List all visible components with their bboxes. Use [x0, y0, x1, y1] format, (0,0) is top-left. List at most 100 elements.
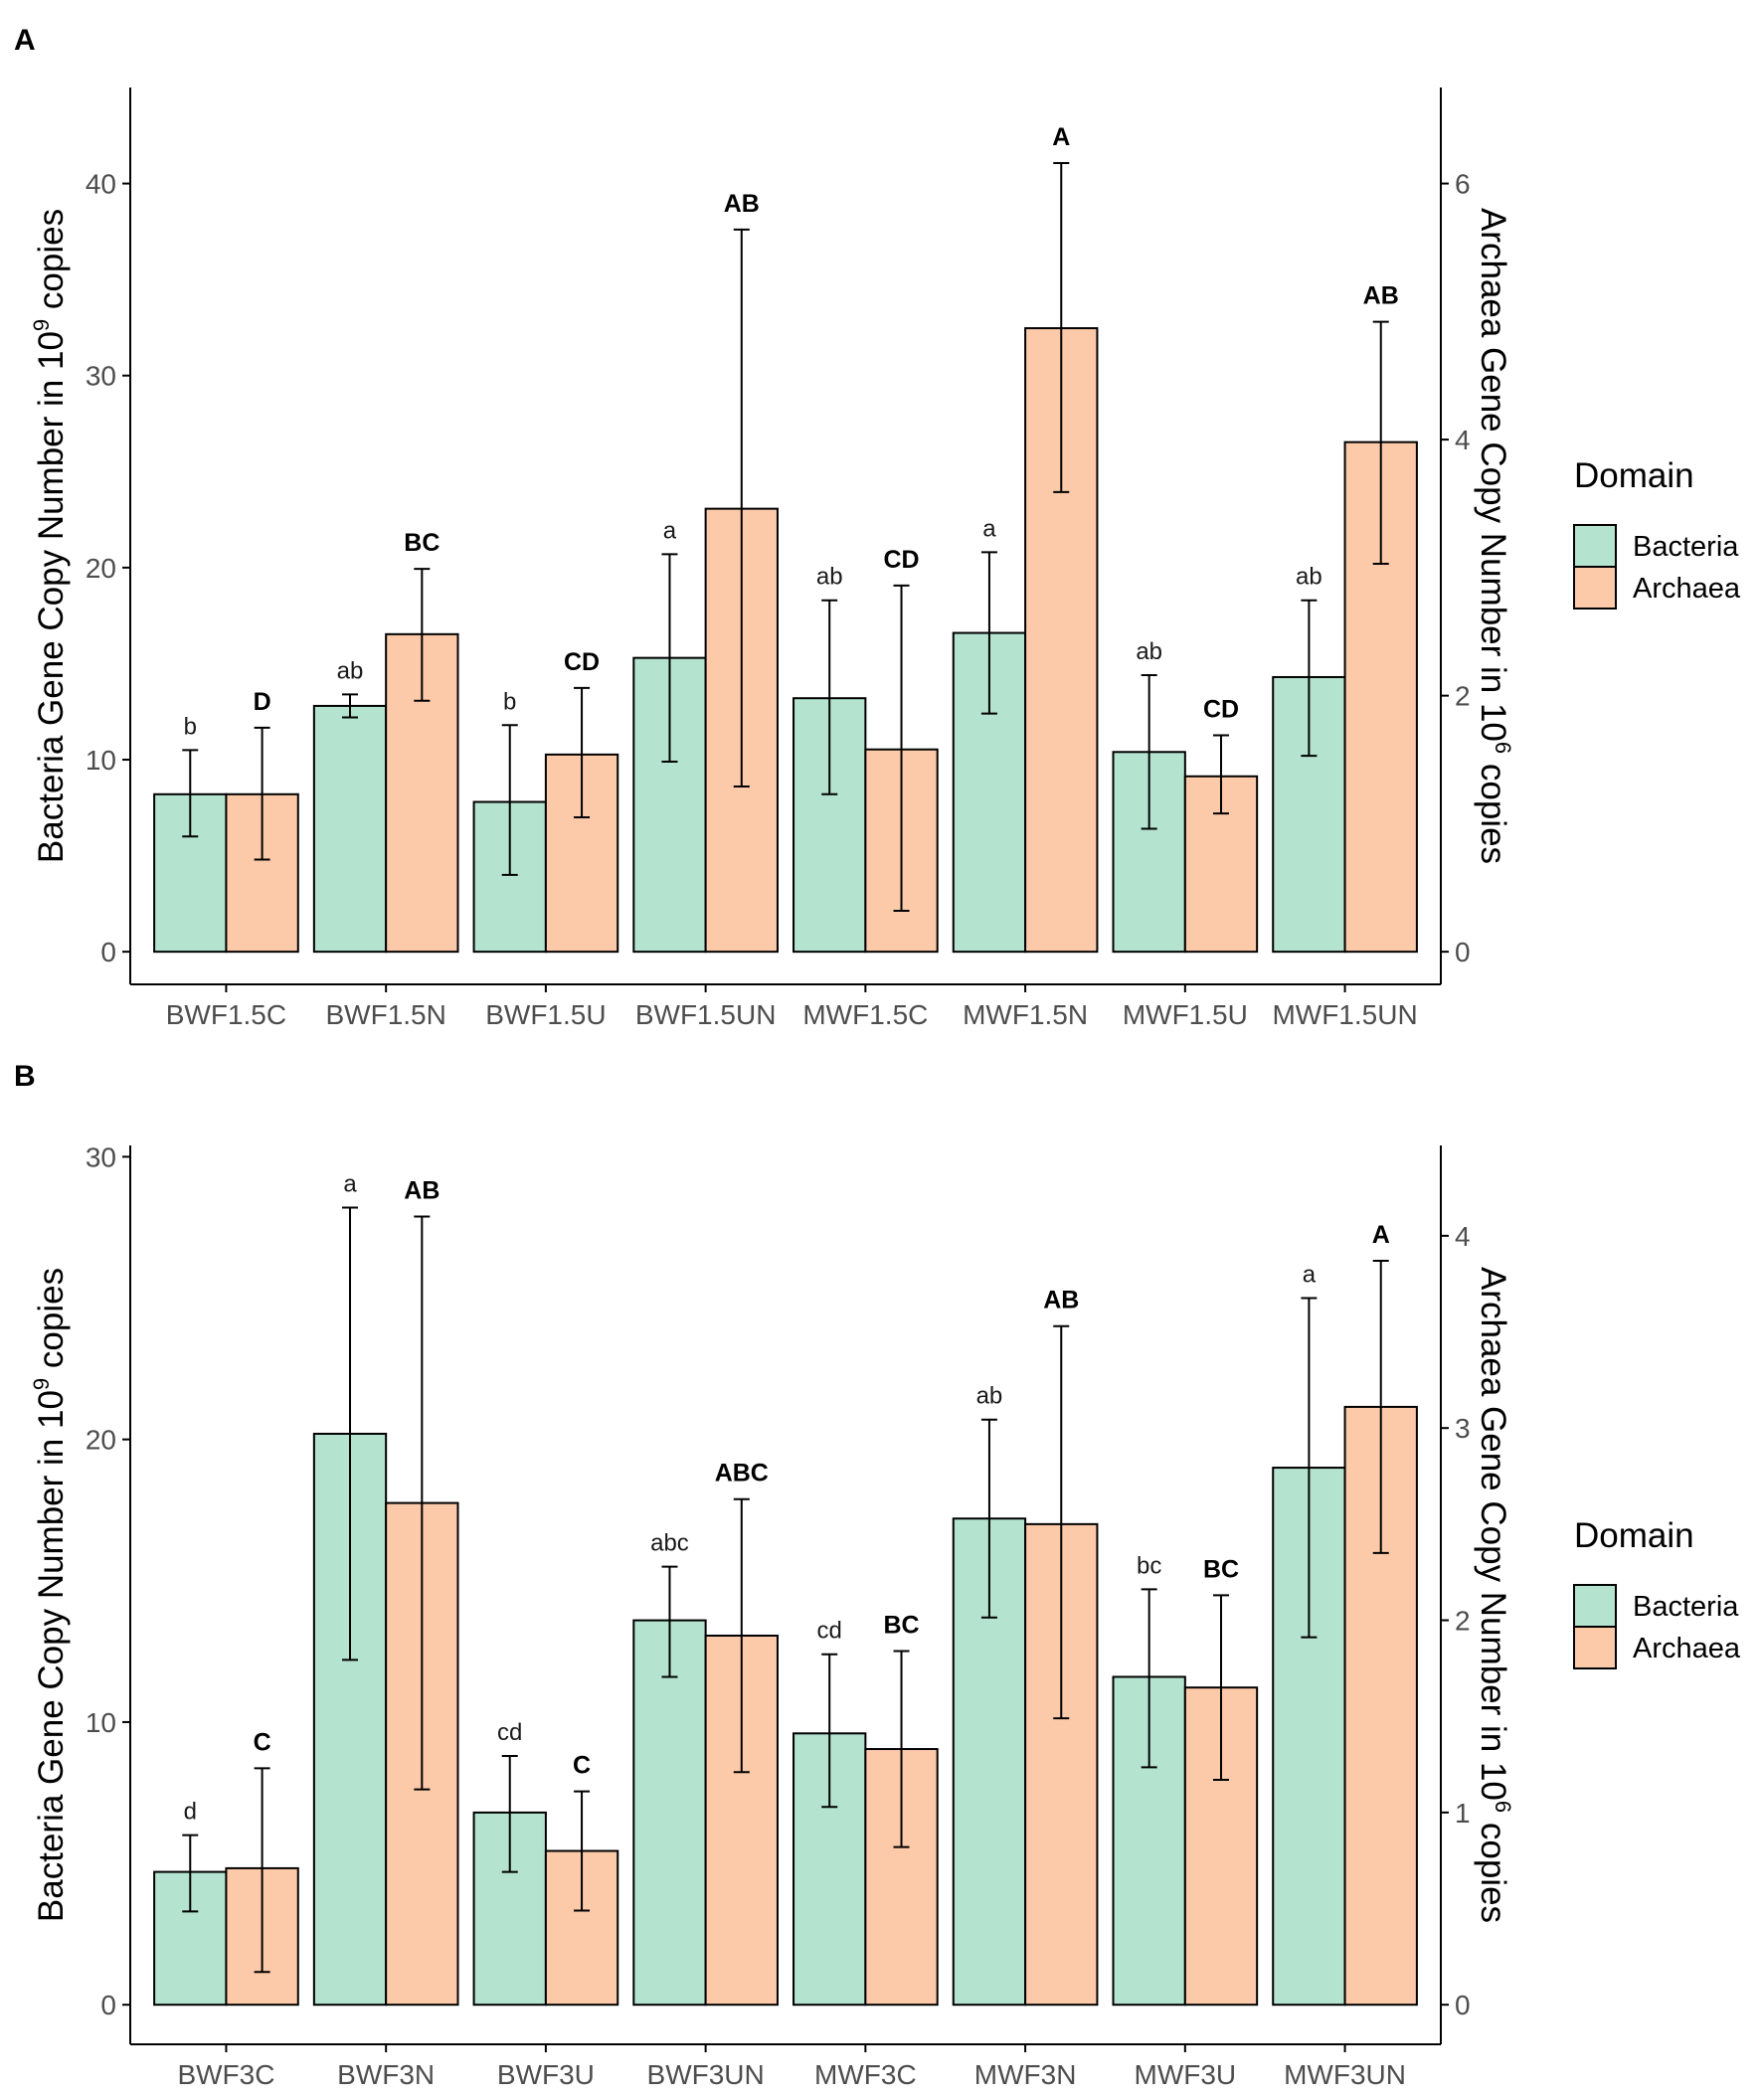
right-axis-title-tail: copies — [1474, 754, 1512, 864]
right-tick-label: 4 — [1455, 1221, 1471, 1252]
x-tick-label: MWF1.5C — [802, 999, 928, 1030]
archaea-bar — [544, 1849, 619, 2007]
x-tick-label: MWF1.5N — [963, 999, 1088, 1030]
x-tick-label: MWF1.5UN — [1272, 999, 1417, 1030]
archaea-significance-letter: C — [573, 1752, 591, 1780]
legend-title: Domain — [1574, 456, 1694, 495]
left-axis-title: Bacteria Gene Copy Number in 109 copies — [29, 1268, 71, 1922]
right-tick-label: 1 — [1455, 1798, 1471, 1829]
legend-title: Domain — [1574, 1516, 1694, 1555]
right-axis-title-tail: copies — [1474, 1813, 1512, 1923]
archaea-significance-letter: AB — [1363, 282, 1399, 310]
left-axis-title-sup: 9 — [29, 319, 54, 331]
legend-swatch-archaea — [1573, 1626, 1617, 1669]
bacteria-significance-letter: b — [184, 713, 197, 740]
x-tick-label: MWF1.5U — [1123, 999, 1248, 1030]
left-tick-label: 40 — [86, 169, 116, 200]
x-tick-label: BWF3N — [337, 2059, 435, 2090]
left-tick-label: 30 — [86, 1141, 116, 1172]
right-axis-title-base: Archaea Gene Copy Number in 10 — [1474, 1267, 1512, 1801]
archaea-significance-letter: BC — [1203, 1555, 1239, 1583]
legend-swatch-bacteria — [1573, 1584, 1617, 1628]
right-tick-label: 0 — [1455, 937, 1471, 967]
bacteria-significance-letter: a — [663, 517, 677, 544]
bacteria-significance-letter: ab — [816, 564, 843, 591]
archaea-significance-letter: ABC — [715, 1460, 769, 1488]
x-tick-label: MWF3UN — [1284, 2059, 1406, 2090]
left-axis-title-base: Bacteria Gene Copy Number in 10 — [32, 331, 71, 863]
archaea-significance-letter: AB — [724, 190, 760, 218]
bacteria-significance-letter: d — [184, 1799, 197, 1826]
left-tick-label: 20 — [86, 1425, 116, 1456]
left-axis-title: Bacteria Gene Copy Number in 109 copies — [29, 209, 71, 863]
legend-swatch-bacteria — [1573, 524, 1617, 568]
bacteria-significance-letter: b — [503, 688, 516, 715]
x-tick-label: MWF3N — [974, 2059, 1077, 2090]
archaea-significance-letter: CD — [564, 648, 600, 676]
right-tick-label: 0 — [1455, 1990, 1471, 2020]
panel-label: B — [14, 1060, 36, 1093]
legend: Domain Bacteria Archaea — [1573, 1516, 1741, 1669]
bacteria-significance-letter: a — [982, 515, 996, 542]
bacteria-significance-letter: ab — [1296, 564, 1322, 591]
right-axis-title: Archaea Gene Copy Number in 106 copies — [1474, 208, 1515, 864]
x-tick-label: BWF3U — [497, 2059, 595, 2090]
bacteria-significance-letter: ab — [337, 657, 364, 684]
right-axis-title-sup: 6 — [1491, 1801, 1515, 1813]
left-tick-label: 30 — [86, 361, 116, 392]
legend-swatch-archaea — [1573, 566, 1617, 610]
right-tick-label: 6 — [1455, 169, 1471, 200]
legend: Domain Bacteria Archaea — [1573, 456, 1741, 610]
bacteria-significance-letter: ab — [976, 1383, 1003, 1410]
legend-label-archaea: Archaea — [1633, 1633, 1741, 1664]
right-tick-label: 3 — [1455, 1413, 1471, 1444]
left-tick-label: 0 — [100, 1990, 116, 2020]
x-tick-label: MWF3C — [814, 2059, 917, 2090]
x-tick-label: BWF3UN — [647, 2059, 765, 2090]
right-axis-title-base: Archaea Gene Copy Number in 10 — [1474, 208, 1512, 742]
bacteria-significance-letter: cd — [817, 1618, 842, 1645]
legend-label-bacteria: Bacteria — [1633, 531, 1739, 563]
archaea-bar — [225, 792, 299, 954]
archaea-significance-letter: A — [1052, 123, 1070, 151]
archaea-significance-letter: C — [254, 1728, 271, 1756]
legend-label-bacteria: Bacteria — [1633, 1591, 1739, 1623]
right-axis-title-sup: 6 — [1491, 742, 1515, 754]
right-axis-title: Archaea Gene Copy Number in 106 copies — [1474, 1267, 1515, 1923]
left-axis-title-base: Bacteria Gene Copy Number in 10 — [32, 1390, 71, 1922]
archaea-significance-letter: BC — [883, 1611, 919, 1639]
right-tick-label: 4 — [1455, 425, 1471, 455]
x-tick-label: BWF1.5U — [485, 999, 606, 1030]
bacteria-significance-letter: bc — [1137, 1552, 1161, 1579]
archaea-significance-letter: CD — [1203, 696, 1239, 724]
x-tick-label: BWF3C — [177, 2059, 274, 2090]
left-axis-title-tail: copies — [32, 1268, 71, 1378]
bacteria-bar — [312, 704, 388, 954]
archaea-bar — [1024, 1522, 1099, 2007]
x-tick-label: BWF1.5UN — [635, 999, 777, 1030]
left-axis-title-sup: 9 — [29, 1378, 54, 1390]
archaea-significance-letter: A — [1372, 1221, 1390, 1249]
x-tick-label: BWF1.5N — [325, 999, 445, 1030]
left-axis-title-tail: copies — [32, 209, 71, 319]
panel-label: A — [14, 24, 36, 57]
archaea-significance-letter: D — [254, 688, 271, 716]
left-tick-label: 10 — [86, 1707, 116, 1738]
archaea-significance-letter: AB — [1043, 1287, 1079, 1314]
bacteria-significance-letter: a — [1303, 1262, 1317, 1289]
archaea-significance-letter: BC — [404, 529, 440, 557]
bacteria-significance-letter: cd — [497, 1719, 522, 1746]
archaea-significance-letter: CD — [883, 546, 919, 574]
bacteria-significance-letter: abc — [650, 1530, 689, 1557]
archaea-significance-letter: AB — [404, 1177, 440, 1205]
bacteria-significance-letter: a — [343, 1171, 357, 1198]
right-tick-label: 2 — [1455, 1606, 1471, 1637]
panel-a: A 0 10 20 30 40 0 2 4 6 Bacteria Gene Copy Number … — [14, 24, 1741, 1030]
left-tick-label: 20 — [86, 553, 116, 584]
bacteria-significance-letter: ab — [1136, 638, 1162, 665]
archaea-bar — [1024, 327, 1099, 954]
left-tick-label: 10 — [86, 745, 116, 776]
left-tick-label: 0 — [100, 937, 116, 967]
bacteria-bar — [632, 1619, 707, 2007]
